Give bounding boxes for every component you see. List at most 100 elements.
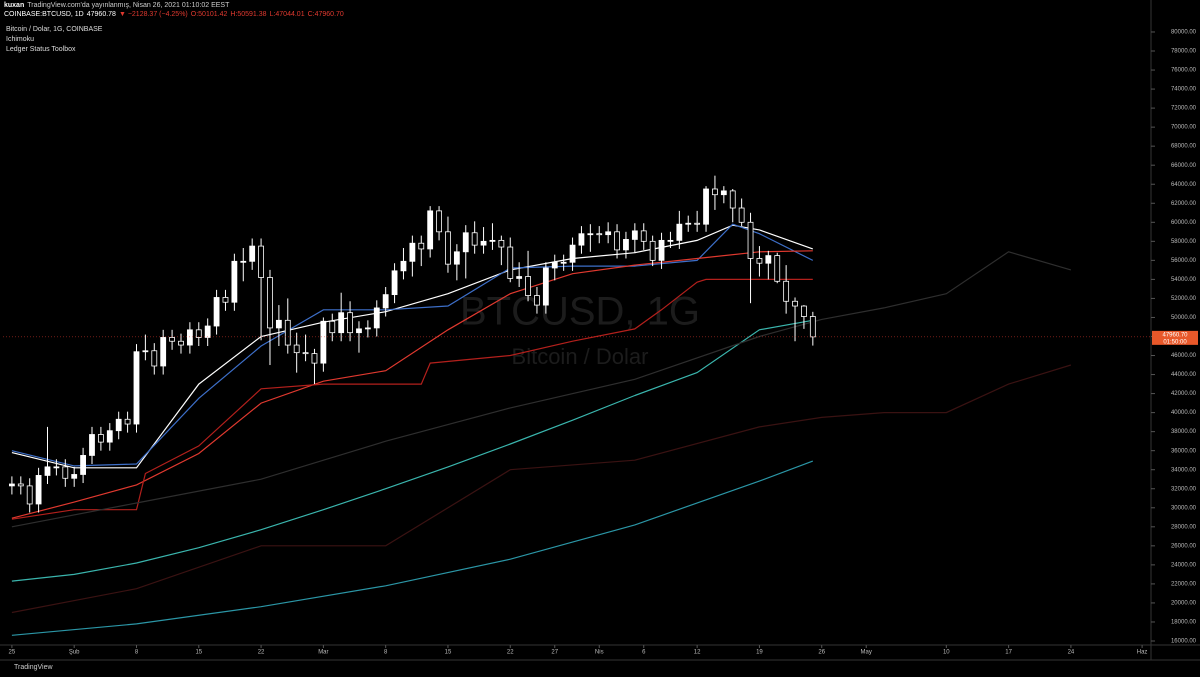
candle-body bbox=[133, 351, 140, 425]
y-tick-label: 70000.00 bbox=[1171, 125, 1197, 131]
candle-body bbox=[160, 337, 167, 367]
x-tick-label: 8 bbox=[384, 650, 388, 656]
change: ▼ −2128.37 (−4.25%) bbox=[118, 11, 188, 18]
candle-body bbox=[631, 230, 638, 240]
y-tick-label: 76000.00 bbox=[1171, 68, 1197, 74]
y-tick-label: 50000.00 bbox=[1171, 315, 1197, 321]
candle-body bbox=[453, 251, 460, 265]
candle-body bbox=[436, 210, 442, 233]
candle-body bbox=[142, 350, 149, 353]
y-tick-label: 52000.00 bbox=[1171, 296, 1197, 302]
indicator-line bbox=[11, 251, 1072, 528]
candle-body bbox=[347, 312, 353, 334]
candle-body bbox=[676, 223, 683, 241]
candle-body bbox=[222, 297, 229, 303]
candle-body bbox=[97, 434, 104, 443]
x-tick-label: Mar bbox=[318, 650, 328, 656]
candle-body bbox=[26, 485, 33, 505]
candle-body bbox=[471, 232, 478, 246]
candle-body bbox=[364, 327, 371, 330]
publish-line: kuxan TradingView.com'da yayınlanmış, Nis… bbox=[4, 2, 232, 9]
low: L:47044.01 bbox=[269, 11, 305, 18]
y-tick-label: 64000.00 bbox=[1171, 182, 1197, 188]
candle-body bbox=[169, 337, 175, 342]
candle-body bbox=[284, 319, 291, 346]
candle-body bbox=[551, 261, 558, 269]
candle-body bbox=[809, 316, 816, 338]
x-tick-label: 25 bbox=[9, 650, 16, 656]
x-tick-label: 24 bbox=[1068, 650, 1075, 656]
candle-body bbox=[320, 320, 327, 364]
candle-body bbox=[17, 483, 24, 487]
y-tick-label: 74000.00 bbox=[1171, 87, 1197, 93]
candle-body bbox=[329, 320, 336, 334]
candle-body bbox=[293, 344, 300, 354]
x-tick-label: 10 bbox=[943, 650, 950, 656]
x-tick-label: 15 bbox=[195, 650, 202, 656]
candle-body bbox=[258, 245, 264, 278]
candle-body bbox=[409, 242, 416, 262]
candle-body bbox=[53, 466, 60, 469]
legend-item[interactable]: Bitcoin / Dolar, 1G, COINBASE bbox=[6, 26, 103, 33]
candle-body bbox=[587, 233, 594, 236]
candle-body bbox=[35, 475, 42, 505]
candle-body bbox=[44, 466, 51, 476]
y-tick-label: 36000.00 bbox=[1171, 448, 1197, 454]
y-tick-label: 72000.00 bbox=[1171, 106, 1197, 112]
y-tick-label: 42000.00 bbox=[1171, 391, 1197, 397]
indicator-line bbox=[11, 250, 813, 519]
candle-body bbox=[516, 276, 523, 279]
price-tag bbox=[1152, 330, 1198, 345]
candle-body bbox=[801, 305, 807, 317]
candle-body bbox=[302, 352, 309, 355]
footer-logo[interactable]: TradingView bbox=[14, 664, 53, 671]
candle-body bbox=[71, 474, 78, 479]
x-tick-label: 17 bbox=[1005, 650, 1012, 656]
y-tick-label: 78000.00 bbox=[1171, 49, 1197, 55]
indicator-line bbox=[11, 224, 814, 469]
candle-body bbox=[338, 312, 345, 334]
candle-body bbox=[623, 239, 629, 251]
candle-body bbox=[667, 239, 674, 242]
y-tick-label: 62000.00 bbox=[1171, 201, 1197, 207]
x-tick-label: 8 bbox=[135, 650, 139, 656]
candle-body bbox=[151, 350, 158, 367]
candle-body bbox=[89, 434, 95, 456]
legend-item[interactable]: Ledger Status Toolbox bbox=[6, 46, 76, 53]
candle-body bbox=[542, 267, 549, 306]
x-tick-label: 22 bbox=[507, 650, 514, 656]
candle-body bbox=[400, 260, 407, 272]
candle-body bbox=[80, 455, 86, 475]
candle-body bbox=[560, 261, 567, 264]
x-tick-label: Haz bbox=[1137, 650, 1148, 656]
candle-body bbox=[8, 483, 15, 487]
y-tick-label: 58000.00 bbox=[1171, 239, 1197, 245]
y-tick-label: 28000.00 bbox=[1171, 524, 1197, 530]
y-tick-label: 60000.00 bbox=[1171, 220, 1197, 226]
y-tick-label: 24000.00 bbox=[1171, 562, 1197, 568]
y-tick-label: 20000.00 bbox=[1171, 601, 1197, 607]
candle-body bbox=[578, 233, 585, 246]
y-tick-label: 34000.00 bbox=[1171, 467, 1197, 473]
candle-body bbox=[507, 246, 514, 279]
candle-body bbox=[62, 466, 69, 479]
candle-body bbox=[489, 239, 496, 242]
x-tick-label: Şub bbox=[69, 650, 80, 656]
candle-body bbox=[186, 329, 193, 346]
candle-body bbox=[640, 230, 647, 242]
y-tick-label: 46000.00 bbox=[1171, 353, 1197, 359]
candle-body bbox=[605, 231, 612, 236]
candle-body bbox=[720, 190, 727, 196]
countdown-label: 01:50:00 bbox=[1163, 339, 1187, 345]
y-tick-label: 40000.00 bbox=[1171, 410, 1197, 416]
candle-body bbox=[534, 295, 540, 306]
legend-item[interactable]: Ichimoku bbox=[6, 36, 35, 43]
candle-body bbox=[373, 307, 380, 329]
high: H:50591.38 bbox=[230, 11, 267, 18]
candle-body bbox=[480, 240, 487, 246]
watermark: BTCUSD, 1G bbox=[460, 290, 700, 334]
close: C:47960.70 bbox=[307, 11, 344, 18]
indicator-line bbox=[11, 460, 814, 636]
